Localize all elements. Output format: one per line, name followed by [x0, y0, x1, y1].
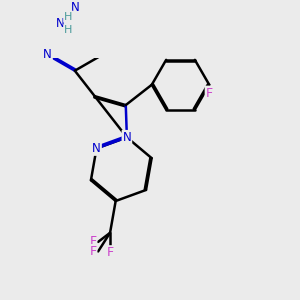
Text: F: F: [106, 246, 114, 259]
Text: N: N: [43, 48, 52, 62]
Text: F: F: [89, 236, 96, 248]
Text: N: N: [56, 17, 65, 30]
Text: N: N: [70, 1, 79, 14]
Text: N: N: [122, 131, 131, 144]
Text: H: H: [64, 25, 73, 35]
Text: F: F: [206, 87, 213, 100]
Text: H: H: [64, 12, 73, 22]
Text: F: F: [89, 245, 96, 258]
Text: N: N: [92, 142, 101, 155]
